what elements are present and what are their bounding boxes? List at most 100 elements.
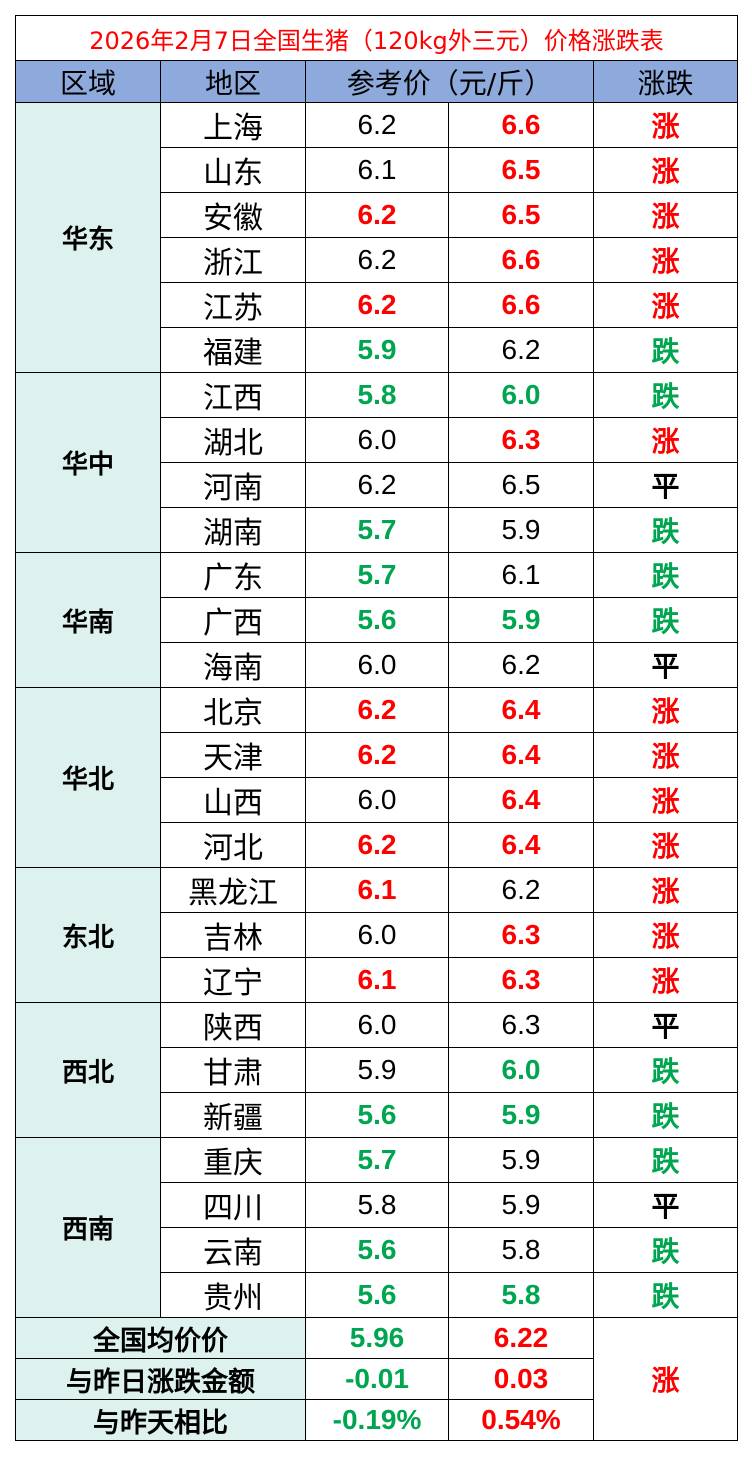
summary-today-value: 0.54% — [448, 1399, 594, 1441]
summary-label: 与昨天相比 — [15, 1399, 306, 1441]
area-cell: 海南 — [160, 642, 306, 688]
summary-row: 与昨天相比 -0.19% 0.54% — [15, 1399, 738, 1441]
trend-cell: 跌 — [592, 597, 739, 643]
price-today-cell: 6.4 — [448, 822, 594, 868]
price-prev-cell: 6.2 — [305, 237, 449, 283]
price-today-cell: 5.9 — [448, 1137, 594, 1183]
table-row: 华北 北京 6.2 6.4 涨 — [15, 687, 739, 868]
table-row: 浙江 6.2 6.6 涨 — [16, 237, 739, 283]
price-today-cell: 5.8 — [448, 1272, 594, 1318]
trend-cell: 涨 — [592, 147, 739, 193]
area-cell: 吉林 — [160, 912, 306, 958]
area-cell: 北京 — [160, 687, 306, 733]
region-cell: 华中 — [15, 372, 161, 553]
header-trend: 涨跌 — [592, 60, 739, 103]
table-row: 东北 黑龙江 6.1 6.2 涨 — [15, 867, 739, 1003]
price-today-cell: 6.5 — [448, 147, 594, 193]
price-today-cell: 6.4 — [448, 777, 594, 823]
price-prev-cell: 6.0 — [305, 1002, 449, 1048]
trend-cell: 涨 — [592, 732, 739, 778]
price-today-cell: 5.8 — [448, 1227, 594, 1273]
price-prev-cell: 5.8 — [305, 372, 449, 418]
trend-cell: 涨 — [592, 822, 739, 868]
price-today-cell: 5.9 — [448, 1182, 594, 1228]
price-prev-cell: 5.7 — [305, 507, 449, 553]
trend-cell: 涨 — [592, 237, 739, 283]
region-cell: 西南 — [15, 1137, 161, 1318]
price-today-cell: 6.3 — [448, 957, 594, 1003]
price-prev-cell: 6.1 — [305, 867, 449, 913]
table-row: 山西 6.0 6.4 涨 — [16, 777, 739, 823]
table-row: 天津 6.2 6.4 涨 — [16, 732, 739, 778]
table-row: 华东 上海 6.2 6.6 涨 — [15, 102, 739, 373]
summary-today-value: 0.03 — [448, 1358, 594, 1400]
table-row: 贵州 5.6 5.8 跌 — [16, 1272, 739, 1318]
summary-trend-cell: 涨 — [592, 1317, 739, 1441]
table-row: 新疆 5.6 5.9 跌 — [16, 1092, 739, 1138]
area-cell: 浙江 — [160, 237, 306, 283]
summary-row: 全国均价价 5.96 6.22 涨 — [15, 1317, 739, 1441]
table-row: 吉林 6.0 6.3 涨 — [16, 912, 739, 958]
trend-cell: 跌 — [592, 1137, 739, 1183]
summary-label: 与昨日涨跌金额 — [15, 1358, 306, 1400]
area-cell: 山西 — [160, 777, 306, 823]
summary-prev-value: -0.19% — [305, 1399, 449, 1441]
table-row: 西北 陕西 6.0 6.3 平 — [15, 1002, 739, 1138]
area-cell: 广东 — [160, 552, 306, 598]
trend-cell: 涨 — [592, 282, 739, 328]
price-prev-cell: 5.7 — [305, 1137, 449, 1183]
trend-cell: 跌 — [592, 1092, 739, 1138]
price-prev-cell: 6.1 — [305, 957, 449, 1003]
price-today-cell: 6.3 — [448, 417, 594, 463]
price-today-cell: 6.2 — [448, 642, 594, 688]
trend-cell: 跌 — [592, 327, 739, 373]
area-cell: 安徽 — [160, 192, 306, 238]
area-cell: 天津 — [160, 732, 306, 778]
price-today-cell: 6.5 — [448, 192, 594, 238]
area-cell: 贵州 — [160, 1272, 306, 1318]
area-cell: 上海 — [160, 102, 306, 148]
trend-cell: 涨 — [592, 957, 739, 1003]
trend-cell: 平 — [592, 642, 739, 688]
area-cell: 四川 — [160, 1182, 306, 1228]
trend-cell: 涨 — [592, 777, 739, 823]
table-title: 2026年2月7日全国生猪（120kg外三元）价格涨跌表 — [14, 15, 739, 61]
table-row: 辽宁 6.1 6.3 涨 — [16, 957, 739, 1003]
area-cell: 重庆 — [160, 1137, 306, 1183]
price-prev-cell: 6.2 — [305, 282, 449, 328]
price-prev-cell: 5.9 — [305, 1047, 449, 1093]
trend-cell: 跌 — [592, 507, 739, 553]
table-row: 华南 广东 5.7 6.1 跌 — [15, 552, 739, 688]
price-prev-cell: 6.0 — [305, 912, 449, 958]
header-price: 参考价（元/斤） — [305, 60, 594, 103]
price-today-cell: 6.1 — [448, 552, 594, 598]
trend-cell: 涨 — [592, 417, 739, 463]
table-row: 海南 6.0 6.2 平 — [16, 642, 739, 688]
region-cell: 华北 — [15, 687, 161, 868]
table-row: 甘肃 5.9 6.0 跌 — [16, 1047, 739, 1093]
price-today-cell: 6.2 — [448, 867, 594, 913]
region-cell: 华南 — [15, 552, 161, 688]
price-today-cell: 5.9 — [448, 1092, 594, 1138]
price-prev-cell: 5.6 — [305, 1227, 449, 1273]
area-cell: 新疆 — [160, 1092, 306, 1138]
table-row: 河南 6.2 6.5 平 — [16, 462, 739, 508]
trend-cell: 跌 — [592, 552, 739, 598]
price-prev-cell: 6.2 — [305, 462, 449, 508]
table-row: 广西 5.6 5.9 跌 — [16, 597, 739, 643]
summary-today-value: 6.22 — [448, 1317, 594, 1359]
summary-label: 全国均价价 — [15, 1317, 306, 1359]
title-row: 2026年2月7日全国生猪（120kg外三元）价格涨跌表 — [14, 15, 739, 61]
trend-cell: 跌 — [592, 372, 739, 418]
price-prev-cell: 5.6 — [305, 1272, 449, 1318]
table-row: 福建 5.9 6.2 跌 — [16, 327, 739, 373]
area-cell: 湖北 — [160, 417, 306, 463]
price-prev-cell: 5.9 — [305, 327, 449, 373]
trend-cell: 跌 — [592, 1272, 739, 1318]
area-cell: 湖南 — [160, 507, 306, 553]
trend-cell: 平 — [592, 462, 739, 508]
summary-prev-value: -0.01 — [305, 1358, 449, 1400]
area-cell: 云南 — [160, 1227, 306, 1273]
price-prev-cell: 6.1 — [305, 147, 449, 193]
region-cell: 华东 — [15, 102, 161, 373]
